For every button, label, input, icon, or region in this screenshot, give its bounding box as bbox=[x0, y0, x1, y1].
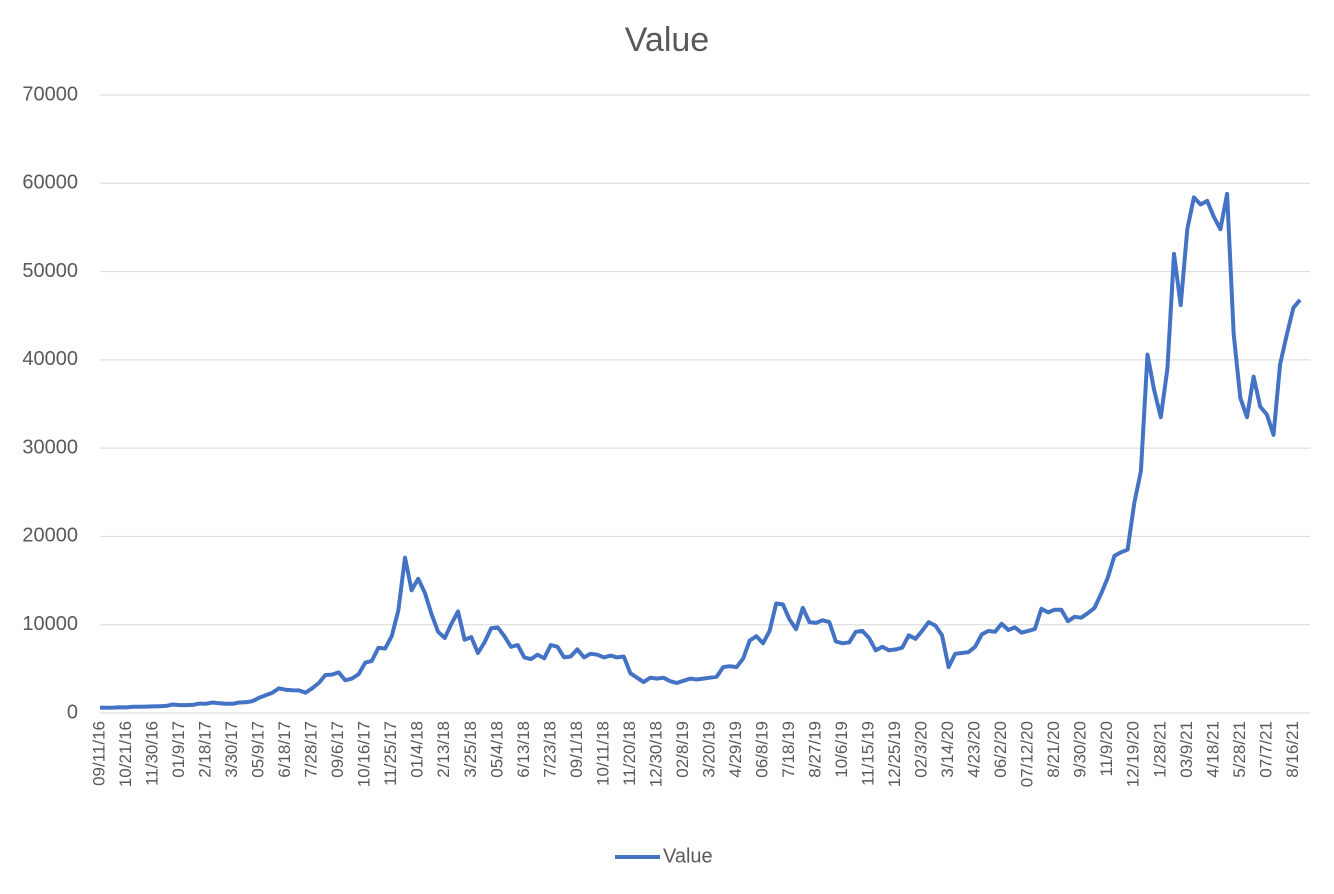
x-tick-label: 8/21/20 bbox=[1044, 721, 1063, 778]
legend-label: Value bbox=[663, 845, 713, 867]
x-tick-label: 02/8/19 bbox=[673, 721, 692, 778]
x-tick-label: 9/30/20 bbox=[1071, 721, 1090, 778]
x-tick-label: 2/13/18 bbox=[434, 721, 453, 778]
x-tick-label: 4/18/21 bbox=[1203, 721, 1222, 778]
y-tick-label: 30000 bbox=[22, 436, 78, 458]
x-tick-label: 09/1/18 bbox=[567, 721, 586, 778]
y-tick-label: 40000 bbox=[22, 348, 78, 370]
x-tick-label: 8/16/21 bbox=[1283, 721, 1302, 778]
x-tick-label: 06/8/19 bbox=[752, 721, 771, 778]
x-tick-label: 10/16/17 bbox=[355, 721, 374, 787]
x-tick-label: 06/2/20 bbox=[991, 721, 1010, 778]
x-tick-label: 01/9/17 bbox=[169, 721, 188, 778]
x-tick-label: 10/21/16 bbox=[116, 721, 135, 787]
y-tick-label: 70000 bbox=[22, 83, 78, 105]
x-tick-label: 07/7/21 bbox=[1256, 721, 1275, 778]
x-tick-label: 4/29/19 bbox=[726, 721, 745, 778]
y-tick-label: 10000 bbox=[22, 613, 78, 635]
x-tick-label: 10/11/18 bbox=[593, 721, 612, 786]
x-tick-label: 11/25/17 bbox=[381, 721, 400, 786]
x-tick-label: 11/20/18 bbox=[620, 721, 639, 786]
x-tick-label: 11/9/20 bbox=[1097, 721, 1116, 776]
x-tick-label: 3/14/20 bbox=[938, 721, 957, 778]
x-tick-label: 10/6/19 bbox=[832, 721, 851, 778]
line-series bbox=[99, 191, 1302, 710]
x-tick-label: 8/27/19 bbox=[806, 721, 825, 778]
x-tick-label: 03/9/21 bbox=[1177, 721, 1196, 778]
x-tick-label: 12/25/19 bbox=[885, 721, 904, 787]
y-tick-label: 20000 bbox=[22, 525, 78, 547]
x-tick-label: 1/28/21 bbox=[1150, 721, 1169, 778]
x-tick-label: 3/25/18 bbox=[461, 721, 480, 778]
x-tick-label: 3/20/19 bbox=[699, 721, 718, 778]
x-tick-label: 11/15/19 bbox=[859, 721, 878, 786]
x-tick-label: 11/30/16 bbox=[143, 721, 162, 786]
x-tick-label: 02/3/20 bbox=[912, 721, 931, 778]
y-tick-label: 50000 bbox=[22, 260, 78, 282]
x-tick-label: 7/28/17 bbox=[302, 721, 321, 778]
chart-title: Value bbox=[625, 21, 709, 59]
y-tick-label: 0 bbox=[67, 701, 78, 723]
x-tick-label: 7/23/18 bbox=[540, 721, 559, 778]
y-tick-label: 60000 bbox=[22, 172, 78, 194]
x-tick-label: 5/28/21 bbox=[1230, 721, 1249, 778]
x-tick-label: 05/4/18 bbox=[487, 721, 506, 778]
x-tick-label: 6/13/18 bbox=[514, 721, 533, 778]
x-tick-label: 09/11/16 bbox=[89, 721, 108, 786]
x-tick-label: 4/23/20 bbox=[965, 721, 984, 778]
x-tick-label: 12/30/18 bbox=[646, 721, 665, 787]
x-tick-label: 6/18/17 bbox=[275, 721, 294, 778]
x-tick-label: 09/6/17 bbox=[328, 721, 347, 778]
x-tick-label: 05/9/17 bbox=[249, 721, 268, 778]
x-tick-label: 12/19/20 bbox=[1124, 721, 1143, 787]
x-tick-label: 2/18/17 bbox=[196, 721, 215, 778]
x-tick-label: 7/18/19 bbox=[779, 721, 798, 778]
x-tick-label: 3/30/17 bbox=[222, 721, 241, 778]
x-tick-label: 01/4/18 bbox=[408, 721, 427, 778]
x-tick-label: 07/12/20 bbox=[1018, 721, 1037, 787]
